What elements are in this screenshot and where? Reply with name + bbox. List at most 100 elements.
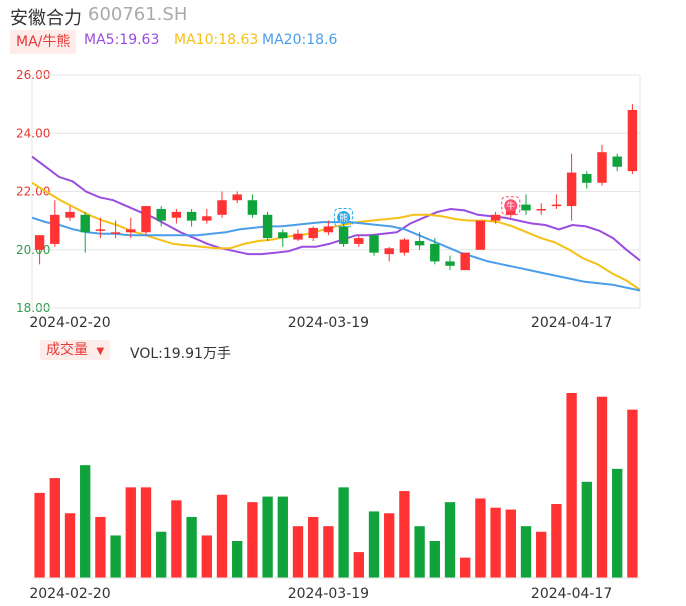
volume-bar [338,487,349,578]
volume-bar [353,552,364,578]
volume-bar [110,535,121,578]
volume-bar [536,531,547,578]
candle-body [414,241,425,246]
volume-bar [596,396,608,578]
candle-body [460,252,470,271]
candle-body [217,200,227,215]
candle-body [354,238,364,244]
candle-body [338,226,349,244]
volume-bar [323,526,334,578]
volume-bar [505,509,516,578]
ma-line-ma20 [31,216,641,292]
volume-bar [140,487,152,578]
volume-bar [444,502,456,578]
ma-line-ma5 [31,155,641,262]
volume-bar [460,557,471,578]
candle-body [490,214,501,221]
candle-body [582,174,592,183]
volume-x-tick-label: 2024-02-20 [29,586,110,602]
volume-bar [34,492,45,578]
candle-body [110,232,121,234]
volume-bar [247,502,258,578]
volume-bar [399,491,410,578]
candle-body [597,152,607,183]
price-tick-label: 24.00 [16,126,50,140]
volume-x-tick-label: 2024-03-19 [288,586,369,602]
ma10-legend: MA10:18.63 [174,32,259,48]
candle-body [323,226,334,233]
volume-bar [292,526,304,578]
bear-icon-frame [334,208,354,228]
volume-bar [520,526,532,578]
candle-body [34,235,45,250]
volume-bar [551,504,562,578]
candle-body [65,211,75,218]
candle-body [521,204,531,211]
candle-body [141,206,151,233]
stock-code: 600761.SH [88,4,188,25]
volume-bar [277,496,288,578]
volume-bar [414,526,425,578]
volume-bar [49,478,60,578]
candle-body [369,235,379,253]
candle-body [308,227,318,239]
bull-icon-label: 牛 [506,200,515,212]
volume-bar [232,541,243,578]
volume-bar [490,507,501,578]
candle-body [95,229,106,231]
volume-x-tick-label: 2024-04-17 [531,586,612,602]
volume-bar [627,409,638,578]
volume-bar [262,496,273,578]
volume-bar [429,541,440,578]
candle-body [156,208,166,221]
bear-icon-label: 熊 [339,212,348,224]
candle-body [126,229,136,233]
dropdown-arrow-icon: ▼ [96,346,105,357]
candle-body [247,200,258,215]
volume-indicator-tab[interactable]: 成交量 ▼ [40,340,111,360]
candle-body [278,232,288,239]
volume-bar [384,513,395,578]
candle-body [186,211,197,221]
volume-tab-label: 成交量 [46,342,88,358]
price-tick-label: 20.00 [16,243,50,257]
candle-body [399,239,410,253]
ma-indicator-tab[interactable]: MA/牛熊 [10,30,77,54]
candle-body [262,214,273,239]
candle-body [430,243,440,262]
bear-icon [337,211,351,225]
volume-bar [308,516,319,578]
candle-body [80,214,90,233]
volume-bar [216,494,228,578]
candle-body [171,211,182,218]
volume-bar [95,516,106,578]
candle-body [536,208,546,211]
bull-icon-frame [501,196,521,216]
volume-bar [186,516,197,578]
volume-bar [566,393,577,578]
price-x-tick-label: 2024-02-20 [29,315,110,331]
candle-body [566,172,577,207]
volume-bar [475,498,486,578]
volume-bar [368,511,380,578]
volume-value: VOL:19.91万手 [130,346,231,362]
volume-bar [171,500,182,578]
volume-bar [201,535,212,578]
candle-body [202,216,212,221]
candle-body [627,109,638,172]
bull-icon [504,199,518,213]
candle-body [445,261,455,266]
volume-bar [125,487,136,578]
ma5-legend: MA5:19.63 [84,32,160,48]
ma20-legend: MA20:18.6 [262,32,338,48]
stock-name: 安徽合力 [10,8,82,29]
price-x-tick-label: 2024-04-17 [531,315,612,331]
candle-body [384,248,394,255]
candle-body [232,194,242,201]
volume-bar [64,513,76,578]
volume-bar [581,481,592,578]
candle-body [551,204,562,207]
candle-body [612,156,622,167]
volume-bar [612,468,623,578]
